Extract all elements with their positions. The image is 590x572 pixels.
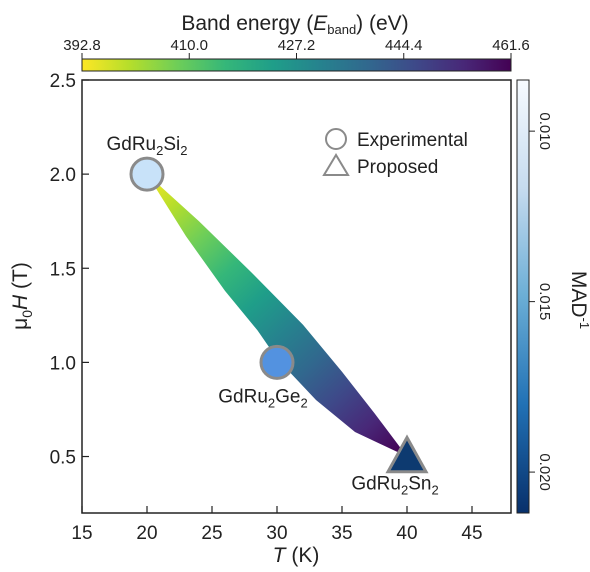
label-part: 2 (156, 143, 163, 158)
right-colorbar: 0.010 0.015 0.020 MAD-1 (516, 79, 590, 514)
label-part: 2 (401, 483, 408, 498)
legend-circle-marker (325, 128, 347, 150)
top-colorbar-tick-label: 444.4 (385, 37, 423, 54)
top-colorbar-title: Band energy (Eband) (eV) (181, 12, 408, 37)
y-tick-label: 0.5 (50, 448, 76, 469)
label-part: Sn (408, 474, 431, 495)
label-part: 2 (180, 143, 187, 158)
legend-proposed-label: Proposed (357, 157, 438, 178)
top-colorbar-bar (81, 58, 512, 72)
y-tick-label: 1.0 (50, 353, 76, 374)
right-colorbar-title: MAD-1 (567, 271, 590, 329)
y-tick-label: 1.5 (50, 259, 76, 280)
y-axis-title: μ0H (T) (9, 262, 35, 330)
x-tick-label: 40 (396, 523, 417, 544)
data-points (129, 156, 429, 474)
label-gdru2ge2: GdRu2Ge2 (218, 386, 307, 410)
y-axis-ticks: 0.5 1.0 1.5 2.0 2.5 (50, 71, 89, 469)
legend: Experimental Proposed (322, 128, 468, 178)
legend-triangle-marker (322, 153, 350, 176)
label-part: 2 (431, 483, 438, 498)
label-gdru2sn2: GdRu2Sn2 (351, 474, 438, 498)
right-colorbar-tick-label: 0.015 (536, 283, 553, 321)
label-part: GdRu (351, 474, 401, 495)
point-gdru2ge2 (259, 344, 295, 380)
label-part: GdRu (218, 386, 268, 407)
y-tick-label: 2.5 (50, 71, 76, 92)
top-colorbar-tick-label: 427.2 (278, 37, 316, 54)
x-tick-label: 45 (461, 523, 482, 544)
x-tick-label: 20 (136, 523, 157, 544)
label-part: 2 (301, 395, 308, 410)
x-axis-title: T (K) (273, 544, 320, 567)
label-part: GdRu (106, 134, 156, 155)
x-tick-label: 25 (201, 523, 222, 544)
point-gdru2sn2 (385, 434, 429, 474)
label-part: 2 (268, 395, 275, 410)
right-colorbar-bar (516, 79, 530, 514)
x-axis-ticks: 15 20 25 30 35 40 45 (71, 506, 483, 544)
top-colorbar-tick-label: 392.8 (63, 37, 101, 54)
x-tick-label: 30 (266, 523, 287, 544)
label-gdru2si2: GdRu2Si2 (106, 134, 187, 158)
label-part: Ge (275, 386, 300, 407)
x-tick-label: 35 (331, 523, 352, 544)
band-energy-band (147, 174, 407, 457)
y-tick-label: 2.0 (50, 165, 76, 186)
top-colorbar-tick-label: 410.0 (170, 37, 208, 54)
top-colorbar: Band energy (Eband) (eV) 392.8 410.0 427.2… (63, 12, 530, 72)
right-colorbar-tick-label: 0.020 (536, 453, 553, 491)
label-part: Si (163, 134, 180, 155)
legend-experimental-label: Experimental (357, 130, 468, 151)
top-colorbar-ticks: 392.8 410.0 427.2 444.4 461.6 (63, 37, 530, 59)
plot-frame (81, 79, 512, 514)
top-colorbar-tick-label: 461.6 (492, 37, 530, 54)
right-colorbar-tick-label: 0.010 (536, 112, 553, 150)
right-colorbar-ticks: 0.010 0.015 0.020 (529, 112, 553, 491)
x-tick-label: 15 (71, 523, 92, 544)
point-gdru2si2 (129, 156, 165, 192)
